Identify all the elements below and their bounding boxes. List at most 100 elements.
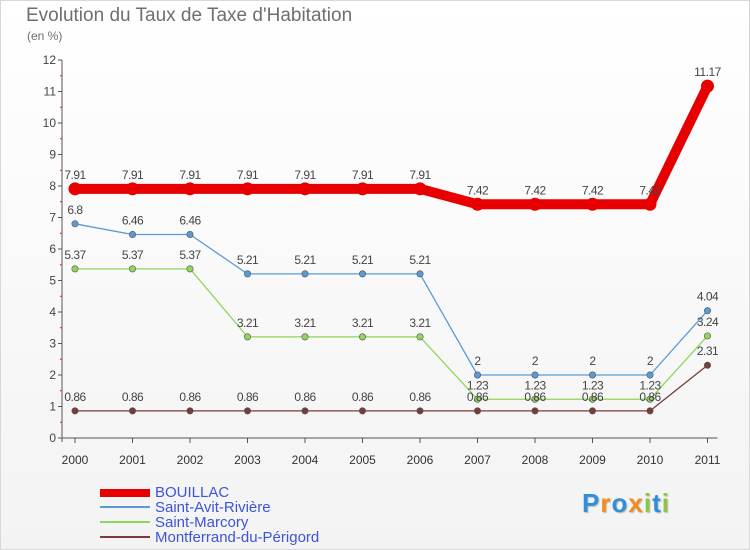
y-axis-unit: (en %)	[27, 29, 63, 43]
x-tick-label: 2001	[119, 453, 146, 467]
data-point	[703, 332, 711, 340]
data-point	[244, 270, 252, 278]
data-point	[531, 371, 539, 379]
logo-letter: P	[582, 488, 601, 518]
data-label: 5.21	[237, 253, 259, 267]
data-label: 2.31	[697, 344, 719, 358]
data-label: 6.46	[179, 214, 201, 228]
data-point	[183, 182, 197, 196]
data-point	[588, 407, 596, 415]
data-point	[588, 395, 596, 403]
data-label: 7.91	[179, 168, 201, 182]
data-label: 0.86	[467, 390, 489, 404]
data-point	[358, 333, 366, 341]
data-point	[473, 371, 481, 379]
data-label: 2	[647, 354, 654, 368]
data-point	[301, 270, 309, 278]
y-tick-label: 2	[49, 368, 56, 382]
data-point	[416, 407, 424, 415]
data-label: 0.86	[639, 390, 661, 404]
logo-letter: i	[661, 488, 670, 518]
data-label: 7.91	[409, 168, 431, 182]
x-tick-label: 2009	[579, 453, 606, 467]
data-label: 7.42	[582, 183, 604, 197]
data-point	[358, 270, 366, 278]
data-point	[186, 265, 194, 273]
data-label: 3.21	[237, 316, 259, 330]
legend-swatch-montferrand	[100, 536, 150, 538]
data-point	[241, 182, 254, 196]
y-tick-label: 9	[49, 148, 56, 162]
series-line-3	[74, 364, 709, 412]
data-point	[186, 231, 194, 239]
data-label: 0.86	[294, 390, 316, 404]
data-label: 7.42	[467, 183, 489, 197]
x-tick-label: 2004	[292, 453, 319, 467]
x-tick-label: 2002	[177, 453, 204, 467]
x-tick-label: 2003	[234, 453, 261, 467]
logo-letter: r	[600, 488, 612, 518]
data-point	[126, 182, 139, 196]
data-label: 5.21	[409, 253, 431, 267]
x-tick-label: 2008	[522, 453, 549, 467]
x-tick-label: 2000	[62, 453, 89, 467]
data-label: 0.86	[352, 390, 374, 404]
data-point	[358, 407, 366, 415]
data-point	[68, 182, 82, 196]
logo-letter: o	[611, 488, 629, 518]
data-point	[646, 407, 654, 415]
logo-letter: i	[643, 488, 653, 518]
data-point	[588, 371, 596, 379]
data-point	[413, 182, 427, 196]
data-label: 5.37	[122, 248, 144, 262]
data-point	[244, 333, 252, 341]
legend-label: BOUILLAC	[155, 484, 230, 501]
y-tick-label: 1	[49, 400, 56, 414]
data-label: 0.86	[237, 390, 259, 404]
proxiti-logo: Proxiti	[582, 488, 670, 519]
legend-swatch-saint-avit-riviere	[100, 506, 150, 508]
legend-label: Saint-Marcory	[155, 514, 249, 531]
x-tick-label: 2007	[464, 453, 491, 467]
data-label: 11.17	[694, 65, 721, 79]
y-tick-label: 7	[49, 211, 56, 225]
data-point	[356, 182, 369, 196]
logo-letter: x	[628, 488, 644, 518]
data-point	[646, 371, 654, 379]
logo-letter: t	[652, 488, 662, 518]
legend-label: Saint-Avit-Rivière	[155, 499, 271, 516]
data-point	[703, 307, 711, 315]
series-line-2	[74, 268, 709, 400]
x-tick-label: 2005	[349, 453, 376, 467]
data-label: 0.86	[524, 390, 546, 404]
y-tick-label: 0	[49, 431, 56, 445]
data-label: 3.24	[697, 315, 719, 329]
data-label: 3.21	[294, 316, 316, 330]
data-point	[416, 270, 424, 278]
data-label: 7.42	[524, 183, 546, 197]
data-label: 3.21	[352, 316, 374, 330]
data-label: 3.21	[409, 316, 431, 330]
data-label: 2	[532, 354, 539, 368]
series-line-0	[70, 81, 713, 210]
data-point	[71, 265, 79, 273]
x-tick-label: 2010	[637, 453, 664, 467]
data-label: 1.23	[582, 378, 604, 392]
y-tick-label: 8	[49, 179, 56, 193]
x-tick-label: 2011	[695, 453, 721, 467]
data-label: 7.42	[639, 183, 661, 197]
data-point	[71, 407, 79, 415]
data-point	[528, 197, 542, 211]
y-tick-label: 12	[43, 53, 57, 67]
data-point	[703, 361, 711, 369]
series-line-1	[74, 223, 709, 376]
data-point	[701, 79, 714, 93]
data-label: 0.86	[582, 390, 604, 404]
y-tick-label: 11	[44, 85, 57, 99]
data-point	[473, 395, 481, 403]
data-label: 7.91	[64, 168, 86, 182]
data-label: 0.86	[122, 390, 144, 404]
y-tick-label: 3	[49, 337, 56, 351]
data-point	[416, 333, 424, 341]
